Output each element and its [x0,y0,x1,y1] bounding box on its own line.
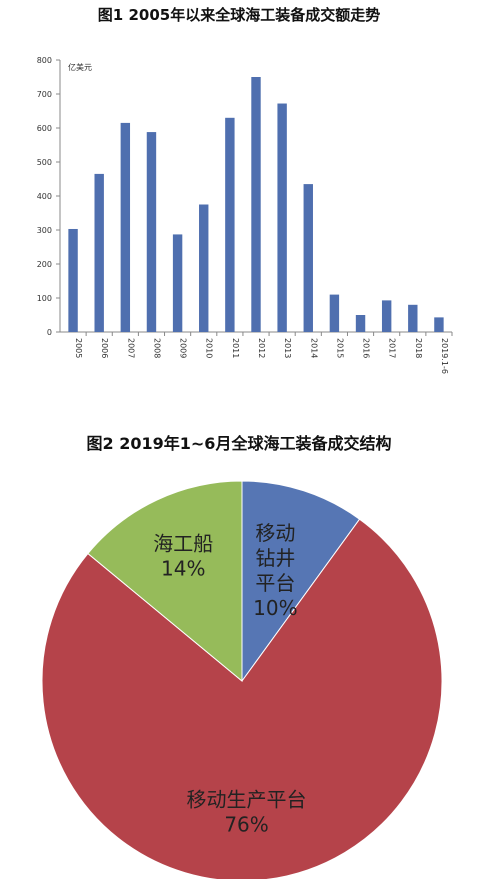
x-tick-label: 2005 [74,338,83,358]
pie-slice-label: 海工船 [153,532,213,556]
y-tick-label: 300 [37,226,52,235]
bar [408,304,418,332]
bar [355,315,366,332]
bar [120,122,131,333]
pie-slice [41,518,443,879]
x-tick-label: 2013 [283,338,292,358]
bar [434,317,444,332]
x-tick-label: 2014 [309,338,318,358]
bar [68,228,78,332]
pie-slice-percent-label: 10% [253,596,297,620]
x-tick-label: 2011 [231,338,240,358]
figure2-title: 图2 2019年1~6月全球海工装备成交结构 [86,434,392,453]
figure1-title: 图1 2005年以来全球海工装备成交额走势 [97,6,381,24]
bar [381,300,392,332]
x-tick-label: 2007 [126,338,135,358]
pie-slice-percent-label: 76% [224,812,268,836]
bar [251,77,261,332]
x-tick-label: 2006 [100,338,109,358]
bar [277,103,287,332]
pie-slice [241,480,361,683]
x-tick-label: 2016 [362,338,371,358]
bar [199,204,209,332]
bar [172,234,183,332]
pie-slice [87,480,243,683]
y-tick-label: 100 [37,294,52,303]
y-tick-label: 600 [37,124,52,133]
bar [225,117,235,332]
pie-slice-percent-label: 14% [161,557,205,581]
pie-slice-label: 移动 [255,521,295,545]
x-tick-label: 2017 [388,338,397,358]
bar [329,294,340,332]
x-tick-label: 2018 [414,338,423,358]
bar [146,132,157,332]
y-tick-label: 200 [37,260,52,269]
bar-chart: 0 100 200 300 400 500 600 700 800 亿美元 2005 2006 2007… [37,56,453,374]
bar [303,184,313,332]
pie-slice-label: 平台 [255,571,295,595]
x-tick-label: 2009 [179,338,188,358]
x-tick-label: 2012 [257,338,266,358]
y-tick-label: 0 [47,328,52,337]
pie-slice-label: 钻井 [255,546,295,570]
x-tick-label: 2008 [152,338,161,358]
y-tick-label: 400 [37,192,52,201]
y-tick-label: 800 [37,56,52,65]
x-tick-label: 2019.1-6 [440,338,449,374]
y-tick-label: 500 [37,158,52,167]
pie-slice-label: 移动生产平台 [187,787,307,811]
x-tick-label: 2010 [205,338,214,358]
y-tick-label: 700 [37,90,52,99]
bar [94,173,104,332]
x-tick-label: 2015 [335,338,344,358]
y-axis-unit-label: 亿美元 [68,62,92,72]
